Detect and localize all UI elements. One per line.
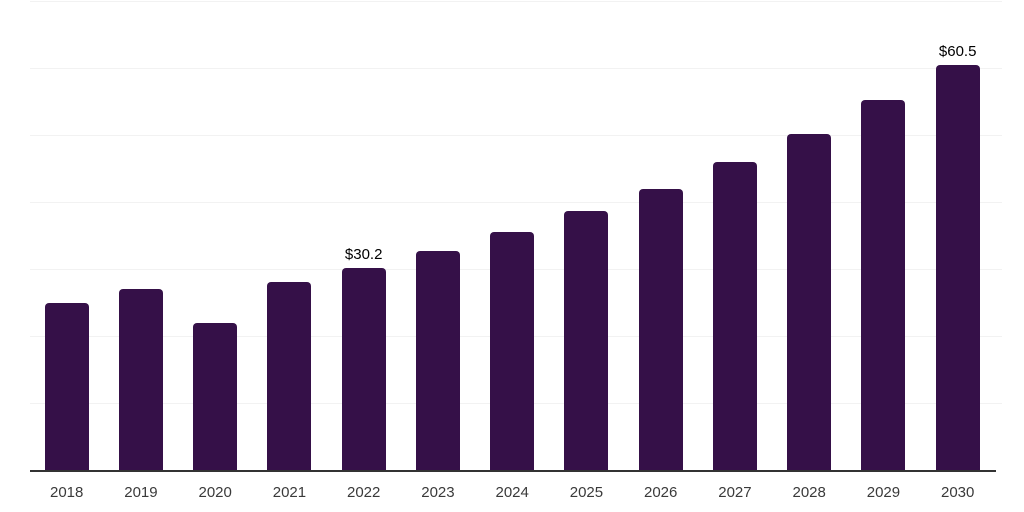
x-tick-label-2021: 2021 (272, 484, 307, 501)
x-tick-label-2022: 2022 (347, 484, 381, 501)
x-tick-label-2028: 2028 (792, 484, 826, 501)
bar-2018 (44, 302, 89, 470)
x-axis-line (30, 470, 996, 472)
x-tick-label-2020: 2020 (198, 484, 232, 501)
x-tick-label-2018: 2018 (50, 484, 84, 501)
x-tick-label-2024: 2024 (495, 484, 529, 501)
gridline-60 (30, 68, 1002, 69)
bar-2019 (118, 289, 163, 470)
bar-2030 (935, 64, 980, 470)
bar-2029 (861, 100, 906, 470)
x-tick-label-2030: 2030 (941, 484, 975, 501)
bar-2028 (787, 134, 832, 470)
bar-2026 (638, 189, 683, 470)
x-tick-label-2019: 2019 (124, 484, 158, 501)
bar-2024 (490, 232, 535, 470)
bar-2021 (267, 282, 312, 470)
bar-2027 (712, 162, 757, 470)
bar-2025 (564, 211, 609, 470)
gridline-70 (30, 1, 1002, 2)
bar-2022 (341, 267, 386, 470)
x-tick-label-2023: 2023 (421, 484, 455, 501)
gridline-40 (30, 202, 1002, 203)
x-tick-label-2027: 2027 (718, 484, 752, 501)
gridline-50 (30, 135, 1002, 136)
data-label-2022: $30.2 (344, 245, 383, 263)
x-tick-label-2025: 2025 (569, 484, 604, 501)
bar-2020 (193, 322, 238, 470)
data-label-2030: $60.5 (938, 42, 977, 60)
bar-2023 (415, 250, 460, 470)
x-tick-label-2029: 2029 (866, 484, 901, 501)
x-tick-label-2026: 2026 (644, 484, 678, 501)
